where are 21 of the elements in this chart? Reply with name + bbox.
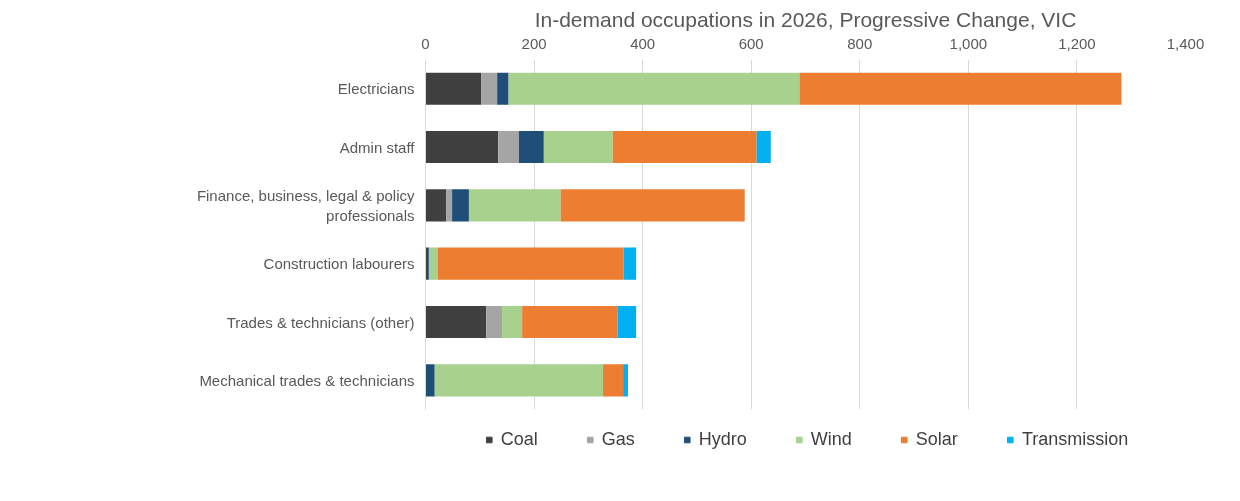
y-tick-label: Trades & technicians (other)	[226, 313, 415, 331]
y-tick-label: Admin staff	[339, 138, 416, 156]
chart-title: In-demand occupations in 2026, Progressive Change, VIC	[534, 7, 1077, 31]
legend-label: Gas	[601, 428, 635, 450]
y-tick-label: Mechanical trades & technicians	[199, 371, 415, 389]
legend-label: Hydro	[698, 428, 747, 450]
legend-label: Coal	[500, 428, 538, 450]
x-tick-label: 200	[521, 34, 547, 52]
x-tick-label: 1,000	[949, 34, 988, 52]
x-tick-label: 400	[630, 34, 656, 52]
x-tick-label: 600	[738, 34, 764, 52]
legend-label: Transmission	[1021, 428, 1129, 450]
x-tick-label: 0	[421, 34, 430, 52]
x-tick-label: 800	[847, 34, 873, 52]
y-tick-label: Construction labourers	[263, 255, 415, 273]
x-tick-label: 1,400	[1166, 34, 1205, 52]
x-tick-label: 1,200	[1058, 34, 1096, 52]
legend-label: Solar	[915, 428, 958, 450]
y-tick-label: Electricians	[337, 80, 415, 98]
legend-label: Wind	[810, 428, 852, 450]
y-tick-label: Finance, business, legal & policy professionals	[196, 186, 415, 225]
